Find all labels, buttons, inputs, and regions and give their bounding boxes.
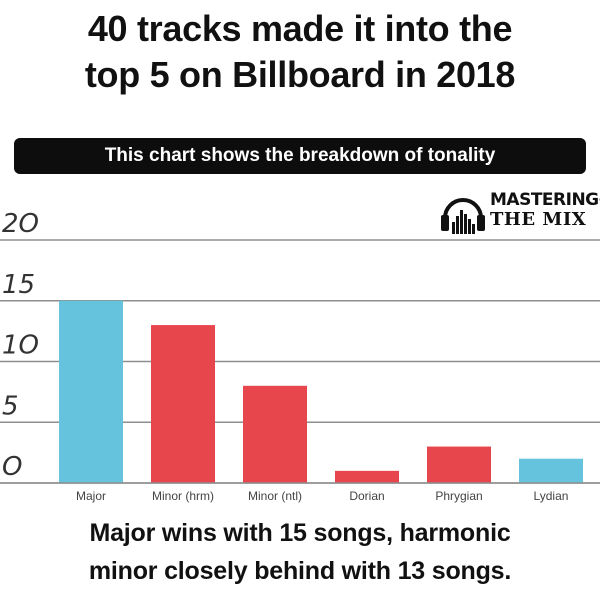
y-tick-label-10: 1O bbox=[2, 331, 39, 361]
y-tick-label-20: 2O bbox=[2, 209, 39, 239]
mastering-the-mix-logo: MASTERING® THE MIX bbox=[440, 186, 600, 240]
subtitle-banner: This chart shows the breakdown of tonali… bbox=[14, 138, 586, 174]
registered-mark: ® bbox=[599, 196, 600, 204]
headphones-equalizer-icon bbox=[441, 198, 485, 234]
caption-line-2: minor closely behind with 13 songs. bbox=[88, 557, 512, 585]
bar-minor-hrm bbox=[151, 325, 215, 483]
caption: Major wins with 15 songs, harmonic minor… bbox=[0, 514, 600, 590]
bar-lydian bbox=[519, 458, 583, 483]
x-tick-label: Phrygian bbox=[435, 489, 482, 503]
tonality-bar-chart: O 5 1O 15 2O Major Minor (hrm) Minor (ntl) Doria… bbox=[0, 209, 600, 503]
x-tick-label: Lydian bbox=[534, 489, 569, 503]
y-tick-label-15: 15 bbox=[2, 270, 35, 300]
y-tick-label-5: 5 bbox=[2, 391, 19, 421]
x-tick-label: Minor (ntl) bbox=[248, 489, 302, 503]
logo-line-2: THE MIX bbox=[490, 209, 587, 230]
logo-line-1: MASTERING bbox=[490, 190, 599, 210]
bar-minor-ntl bbox=[243, 385, 307, 483]
bar-dorian bbox=[335, 470, 399, 483]
x-tick-label: Dorian bbox=[349, 489, 384, 503]
logo-wordmark: MASTERING® THE MIX bbox=[490, 190, 600, 230]
y-tick-label-0: O bbox=[2, 452, 22, 482]
bar-major bbox=[59, 300, 123, 483]
headline-line-1: 40 tracks made it into the bbox=[87, 8, 513, 49]
caption-line-1: Major wins with 15 songs, harmonic bbox=[89, 519, 511, 547]
headline: 40 tracks made it into the top 5 on Bill… bbox=[0, 6, 600, 98]
x-tick-label: Minor (hrm) bbox=[152, 489, 214, 503]
bar-phrygian bbox=[427, 446, 491, 483]
x-tick-label: Major bbox=[76, 489, 106, 503]
headline-line-2: top 5 on Billboard in 2018 bbox=[84, 54, 516, 95]
